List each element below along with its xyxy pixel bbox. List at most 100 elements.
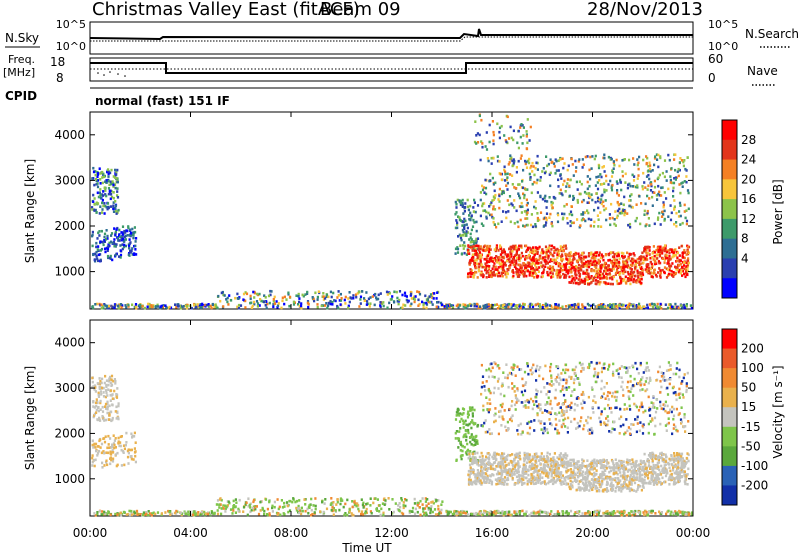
echo-cell xyxy=(113,227,116,230)
echo-cell xyxy=(630,205,633,209)
echo-cell xyxy=(168,305,171,309)
echo-cell xyxy=(617,260,620,264)
echo-cell xyxy=(255,505,258,508)
echo-cell xyxy=(566,217,569,220)
echo-cell xyxy=(509,251,512,254)
echo-cell xyxy=(597,198,601,201)
echo-cell xyxy=(107,179,110,183)
echo-cell xyxy=(362,506,365,509)
echo-cell xyxy=(288,509,292,512)
echo-cell xyxy=(107,388,110,391)
echo-cell xyxy=(461,454,464,457)
echo-cell xyxy=(111,445,114,449)
echo-cell xyxy=(223,294,226,297)
echo-cell xyxy=(683,180,686,183)
echo-cell xyxy=(648,224,651,227)
echo-cell xyxy=(597,225,600,228)
echo-cell xyxy=(665,276,669,279)
echo-cell xyxy=(560,259,563,263)
echo-cell xyxy=(245,292,249,296)
echo-cell xyxy=(462,422,465,426)
echo-cell xyxy=(602,204,605,208)
echo-cell xyxy=(425,303,429,306)
echo-cell xyxy=(563,276,566,279)
echo-cell xyxy=(231,512,234,515)
echo-cell xyxy=(651,191,654,194)
echo-cell xyxy=(497,256,500,259)
echo-cell xyxy=(106,207,109,211)
echo-cell xyxy=(146,305,149,309)
echo-cell xyxy=(472,210,475,213)
date-label: 28/Nov/2013 xyxy=(587,0,703,20)
echo-cell xyxy=(421,497,424,500)
echo-cell xyxy=(678,270,681,274)
echo-cell xyxy=(681,251,685,254)
echo-cell xyxy=(651,204,654,207)
echo-cell xyxy=(195,305,198,309)
echo-cell xyxy=(644,186,647,189)
echo-cell xyxy=(569,254,572,258)
echo-cell xyxy=(520,154,523,157)
echo-cell xyxy=(632,271,635,274)
echo-cell xyxy=(526,188,529,191)
echo-cell xyxy=(674,178,677,181)
echo-cell xyxy=(535,257,538,261)
echo-cell xyxy=(538,266,541,269)
echo-cell xyxy=(511,258,514,261)
echo-cell xyxy=(477,248,480,252)
echo-cell xyxy=(473,408,476,412)
echo-cell xyxy=(640,277,643,281)
echo-cell xyxy=(480,274,483,277)
echo-cell xyxy=(121,243,124,246)
echo-cell xyxy=(474,422,477,426)
echo-cell xyxy=(107,172,110,176)
echo-cell xyxy=(220,507,223,510)
echo-cell xyxy=(486,305,489,308)
echo-cell xyxy=(564,190,567,193)
echo-cell xyxy=(461,244,465,247)
echo-cell xyxy=(686,259,689,263)
echo-cell xyxy=(475,142,478,145)
echo-cell xyxy=(560,177,563,180)
echo-cell xyxy=(119,253,123,257)
echo-cell xyxy=(619,265,623,269)
echo-cell xyxy=(616,191,619,195)
echo-cell xyxy=(492,205,495,208)
echo-cell xyxy=(307,305,310,309)
echo-cell xyxy=(250,301,253,305)
echo-cell xyxy=(96,454,99,457)
echo-cell xyxy=(537,270,540,273)
echo-cell xyxy=(119,235,122,239)
echo-cell xyxy=(242,292,246,296)
echo-cell xyxy=(236,305,239,309)
echo-cell xyxy=(668,264,671,268)
echo-cell xyxy=(238,498,241,502)
echo-cell xyxy=(676,256,679,260)
echo-cell xyxy=(300,512,303,516)
echo-cell xyxy=(485,276,488,279)
echo-cell xyxy=(479,511,482,515)
echo-cell xyxy=(122,451,125,454)
echo-cell xyxy=(611,183,614,187)
echo-cell xyxy=(605,510,608,514)
echo-cell xyxy=(99,303,102,307)
echo-cell xyxy=(612,275,615,279)
echo-cell xyxy=(683,256,686,260)
echo-cell xyxy=(547,257,550,260)
echo-cell xyxy=(481,145,484,149)
echo-cell xyxy=(466,448,470,452)
echo-cell xyxy=(116,237,119,240)
echo-cell xyxy=(606,269,609,272)
echo-cell xyxy=(638,260,641,264)
echo-cell xyxy=(421,300,424,304)
echo-cell xyxy=(330,502,333,505)
echo-cell xyxy=(593,208,596,212)
echo-cell xyxy=(660,215,664,218)
echo-cell xyxy=(253,296,256,299)
echo-cell xyxy=(585,464,589,468)
echo-cell xyxy=(473,304,476,308)
echo-cell xyxy=(106,202,110,205)
echo-cell xyxy=(503,512,506,515)
echo-cell xyxy=(101,176,104,179)
echo-cell xyxy=(475,259,478,262)
